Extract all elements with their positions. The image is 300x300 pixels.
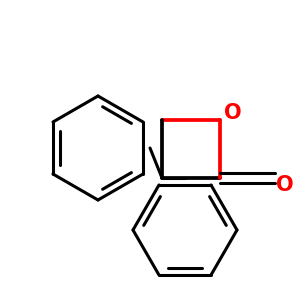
Text: O: O bbox=[276, 175, 294, 195]
Text: O: O bbox=[224, 103, 242, 123]
